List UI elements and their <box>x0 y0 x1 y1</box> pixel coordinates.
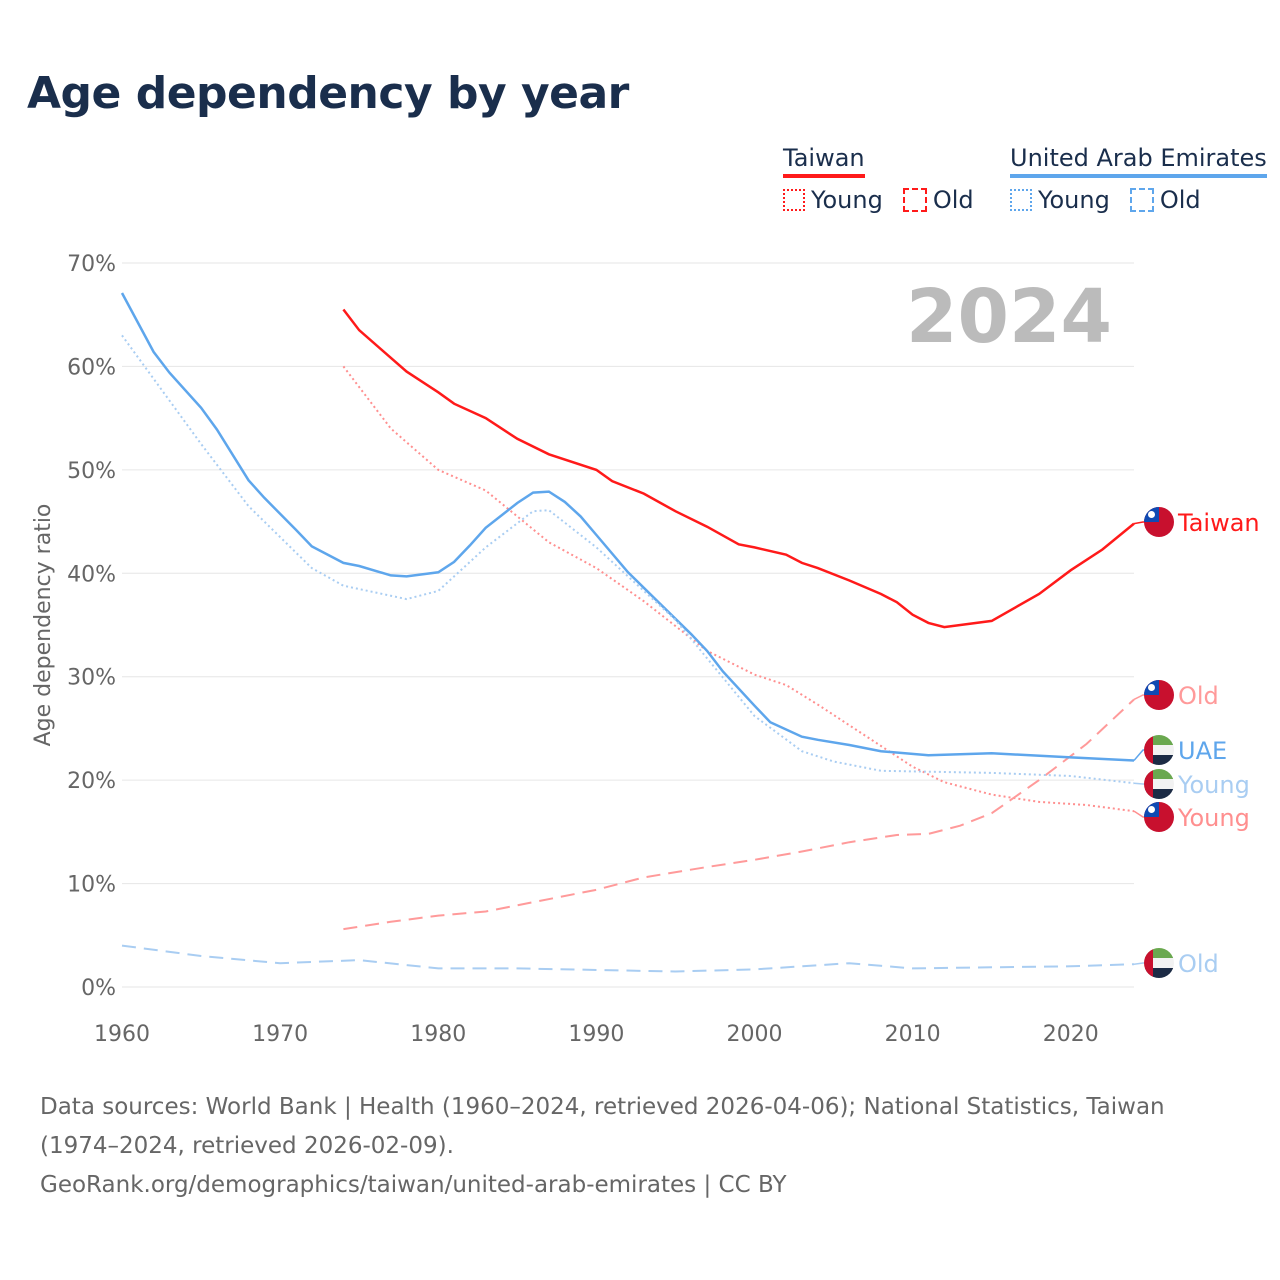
y-axis-label: Age dependency ratio <box>31 504 56 747</box>
legend-uae-old: Old <box>1159 186 1201 214</box>
end-label: Young <box>1177 771 1250 799</box>
chart-title: Age dependency by year <box>27 68 629 119</box>
y-tick-label: 0% <box>81 976 116 1001</box>
taiwan-flag-icon <box>1144 802 1174 832</box>
taiwan-flag-icon <box>1144 507 1174 537</box>
x-tick-label: 1980 <box>410 1022 466 1047</box>
legend-taiwan-items: Young Old <box>783 186 974 214</box>
series-line-0 <box>342 308 1135 629</box>
source-link[interactable]: GeoRank.org/demographics/taiwan/united-a… <box>40 1172 787 1198</box>
uae-flag-icon <box>1144 769 1174 799</box>
x-tick-label: 1960 <box>94 1022 150 1047</box>
legend-taiwan-young: Young <box>811 186 883 214</box>
uae-flag-icon <box>1144 735 1174 765</box>
y-tick-label: 60% <box>67 355 116 380</box>
end-label: UAE <box>1178 737 1227 765</box>
taiwan-flag-icon <box>1144 680 1174 710</box>
x-tick-label: 2020 <box>1043 1022 1099 1047</box>
dotted-swatch-icon <box>1010 189 1032 211</box>
dashed-swatch-icon <box>902 188 927 212</box>
series-line-4 <box>121 334 1135 785</box>
legend-group-uae: United Arab Emirates <box>1010 144 1267 178</box>
series-line-1 <box>342 365 1135 813</box>
y-tick-label: 20% <box>67 769 116 794</box>
x-tick-label: 1970 <box>252 1022 308 1047</box>
y-tick-label: 10% <box>67 873 116 898</box>
year-watermark: 2024 <box>906 274 1112 360</box>
series-line-3 <box>120 292 1135 762</box>
footer: Data sources: World Bank | Health (1960–… <box>40 1088 1250 1205</box>
legend-uae-items: Young Old <box>1010 186 1201 214</box>
legend-group-taiwan: Taiwan <box>783 144 865 178</box>
y-tick-label: 70% <box>67 252 116 277</box>
y-tick-label: 30% <box>67 666 116 691</box>
series-line-2 <box>343 698 1135 931</box>
end-label: Taiwan <box>1177 509 1260 537</box>
data-sources: Data sources: World Bank | Health (1960–… <box>40 1094 1165 1159</box>
legend-uae-label: United Arab Emirates <box>1010 144 1267 178</box>
legend-uae-young: Young <box>1038 186 1110 214</box>
end-label: Old <box>1178 950 1219 978</box>
uae-flag-icon <box>1144 948 1174 978</box>
x-tick-label: 2010 <box>885 1022 941 1047</box>
series-line-5 <box>121 944 1135 973</box>
dotted-swatch-icon <box>783 189 805 211</box>
line-chart: 0% 10% 20% 30% 40% 50% 60% 70% 1960 1970 1980 1990 2… <box>31 252 1260 1047</box>
legend-taiwan-label: Taiwan <box>783 144 865 178</box>
legend-taiwan-old: Old <box>932 186 974 214</box>
end-label: Old <box>1178 682 1219 710</box>
dashed-swatch-icon <box>1129 188 1154 212</box>
y-tick-label: 40% <box>67 562 116 587</box>
x-tick-label: 2000 <box>727 1022 783 1047</box>
x-tick-label: 1990 <box>568 1022 624 1047</box>
y-tick-label: 50% <box>67 459 116 484</box>
end-label: Young <box>1177 804 1250 832</box>
